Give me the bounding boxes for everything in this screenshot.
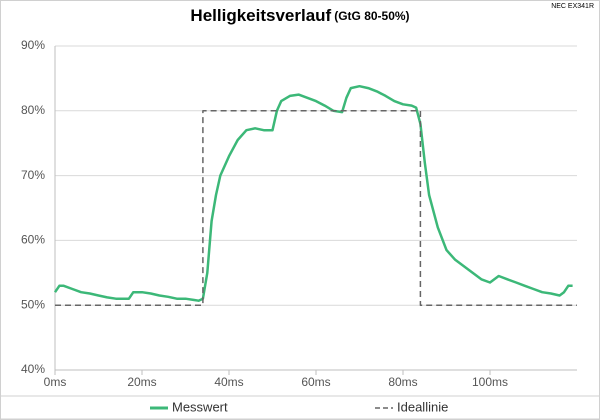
x-tick-label: 100ms — [472, 375, 508, 389]
x-tick-label: 40ms — [214, 375, 243, 389]
series-line — [53, 84, 573, 302]
x-tick-label: 20ms — [127, 375, 156, 389]
legend-label: Ideallinie — [397, 399, 448, 414]
x-tick-label: 60ms — [301, 375, 330, 389]
y-tick-label: 50% — [21, 297, 45, 311]
legend-label: Messwert — [172, 399, 228, 414]
chart-title-group: Helligkeitsverlauf (GtG 80-50%) — [190, 6, 409, 25]
y-tick-label: 90% — [21, 38, 45, 52]
y-tick-label: 80% — [21, 103, 45, 117]
x-tick-label: 80ms — [388, 375, 417, 389]
y-tick-label: 60% — [21, 233, 45, 247]
y-tick-label: 70% — [21, 168, 45, 182]
y-tick-label: 40% — [21, 362, 45, 376]
legend-box — [0, 395, 600, 420]
x-tick-label: 0ms — [44, 375, 67, 389]
chart-subtitle: (GtG 80-50%) — [334, 9, 409, 23]
annotation: NEC EX341R — [551, 3, 594, 10]
chart-title: Helligkeitsverlauf — [190, 6, 331, 25]
series-line — [55, 110, 577, 306]
